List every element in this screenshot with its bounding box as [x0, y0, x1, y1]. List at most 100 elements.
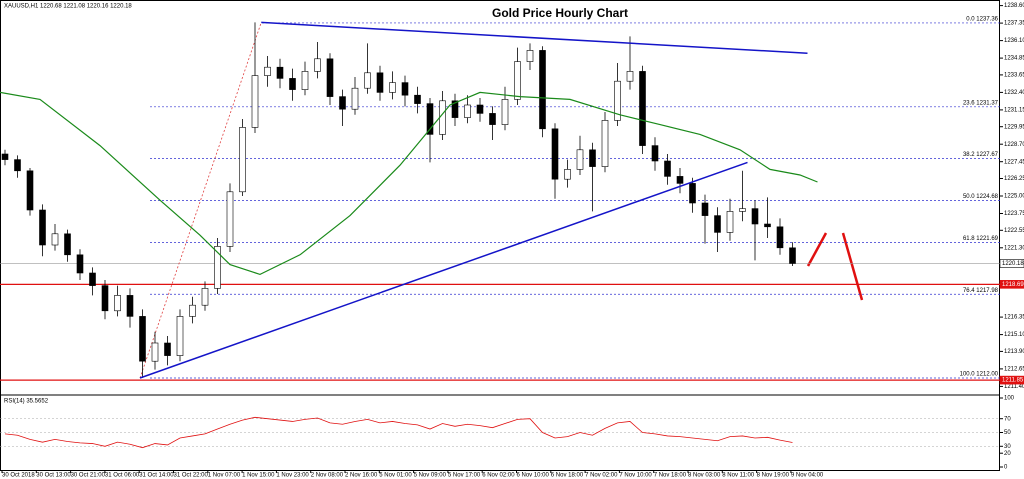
- candle-body: [776, 226, 784, 249]
- candle-body: [501, 99, 509, 125]
- rsi-tick-label: 50: [1004, 430, 1011, 436]
- x-tick-label: 7 Nov 10:00: [619, 473, 652, 479]
- x-tick-label: 31 Oct 06:00: [105, 473, 140, 479]
- x-tick-label: 5 Nov 01:00: [379, 473, 412, 479]
- candle-body: [564, 169, 571, 180]
- candle-body: [314, 58, 321, 72]
- y-tick-label: 1215.10: [1004, 332, 1024, 338]
- candle-body: [526, 50, 534, 62]
- candle-body: [301, 71, 309, 90]
- x-tick-label: 8 Nov 19:00: [757, 473, 790, 479]
- price-label: 1211.85: [1002, 378, 1024, 384]
- candle-body: [89, 272, 96, 286]
- candle-body: [289, 78, 296, 90]
- candle-body: [276, 66, 284, 79]
- rsi-label: RSI(14) 35.5652: [4, 399, 49, 405]
- x-tick-label: 8 Nov 03:00: [688, 473, 721, 479]
- y-tick-label: 1233.65: [1004, 72, 1024, 78]
- candle-body: [714, 215, 721, 233]
- x-tick-label: 5 Nov 17:00: [448, 473, 481, 479]
- candle-body: [764, 223, 771, 228]
- fib-label: 61.8 1221.69: [963, 236, 999, 242]
- x-tick-label: 6 Nov 02:00: [482, 473, 515, 479]
- candle-body: [751, 208, 759, 225]
- rsi-tick-label: 30: [1004, 444, 1011, 450]
- candle-body: [451, 100, 459, 118]
- y-tick-label: 1212.65: [1004, 366, 1024, 372]
- price-label: 1220.18: [1002, 261, 1024, 267]
- x-tick-label: 1 Nov 15:00: [242, 473, 275, 479]
- candle-body: [689, 183, 696, 204]
- candle-body: [239, 127, 246, 193]
- y-tick-label: 1228.70: [1004, 142, 1024, 148]
- candle-body: [164, 342, 171, 356]
- candle-body: [489, 113, 496, 125]
- rsi-line: [4, 416, 793, 449]
- y-tick-label: 1226.25: [1004, 176, 1024, 182]
- candle-body: [626, 71, 634, 82]
- y-tick-label: 1237.35: [1004, 21, 1024, 27]
- fib-label: 0.0 1237.36: [966, 17, 998, 23]
- fib-label: 100.0 1212.00: [960, 372, 999, 378]
- y-tick-label: 1211.40: [1004, 384, 1024, 390]
- candle-body: [376, 72, 384, 93]
- y-tick-label: 1229.95: [1004, 124, 1024, 130]
- price-label: 1218.69: [1002, 282, 1024, 288]
- candle-body: [39, 209, 46, 246]
- rsi-tick-label: 20: [1004, 451, 1011, 457]
- candle-body: [351, 87, 359, 110]
- x-tick-label: 2 Nov 08:00: [311, 473, 344, 479]
- candle-body: [614, 80, 621, 121]
- candle-body: [439, 100, 446, 135]
- fib-label: 76.4 1217.98: [963, 288, 999, 294]
- y-tick-label: 1236.10: [1004, 38, 1024, 44]
- x-tick-label: 9 Nov 04:00: [791, 473, 824, 479]
- candle-body: [201, 288, 209, 306]
- x-tick-label: 7 Nov 18:00: [654, 473, 687, 479]
- y-tick-label: 1213.90: [1004, 349, 1024, 355]
- x-tick-label: 1 Nov 23:00: [276, 473, 309, 479]
- candle-body: [364, 72, 371, 89]
- candle-body: [26, 170, 34, 211]
- rsi-tick-label: 100: [1004, 396, 1015, 402]
- candle-body: [326, 58, 334, 97]
- y-tick-label: 1227.45: [1004, 159, 1024, 165]
- candle-body: [176, 316, 184, 356]
- x-tick-label: 7 Nov 02:00: [585, 473, 618, 479]
- candle-body: [401, 82, 409, 96]
- candle-body: [539, 50, 546, 130]
- candle-body: [726, 211, 734, 233]
- y-tick-label: 1225.00: [1004, 194, 1024, 200]
- x-tick-label: 2 Nov 16:00: [345, 473, 378, 479]
- candle-body: [14, 159, 21, 172]
- x-tick-label: 30 Oct 2018: [2, 473, 35, 479]
- symbol-info: XAUUSD,H1 1220.68 1221.08 1220.16 1220.1…: [4, 4, 132, 10]
- candle-body: [601, 120, 609, 167]
- candle-body: [664, 160, 671, 177]
- candle-body: [139, 316, 146, 362]
- candle-body: [251, 75, 259, 128]
- y-tick-label: 1231.15: [1004, 107, 1024, 113]
- candle-body: [264, 66, 271, 76]
- candle-body: [101, 285, 109, 312]
- candle-body: [789, 247, 796, 264]
- x-tick-label: 31 Oct 22:00: [174, 473, 209, 479]
- candle-body: [676, 176, 684, 184]
- y-tick-label: 1216.35: [1004, 315, 1024, 321]
- candle-body: [576, 149, 584, 170]
- candle-body: [126, 295, 134, 317]
- candle-body: [639, 71, 646, 146]
- candle-body: [214, 246, 221, 289]
- candle-body: [389, 82, 396, 93]
- fib-line: [139, 22, 262, 379]
- candle-body: [589, 149, 596, 167]
- arrow-up: [806, 232, 828, 267]
- candle-body: [551, 128, 559, 180]
- x-tick-label: 5 Nov 09:00: [414, 473, 447, 479]
- x-tick-label: 1 Nov 07:00: [208, 473, 241, 479]
- y-tick-label: 1223.75: [1004, 211, 1024, 217]
- candle-body: [226, 191, 234, 247]
- x-tick-label: 6 Nov 10:00: [517, 473, 550, 479]
- candle-body: [339, 96, 346, 110]
